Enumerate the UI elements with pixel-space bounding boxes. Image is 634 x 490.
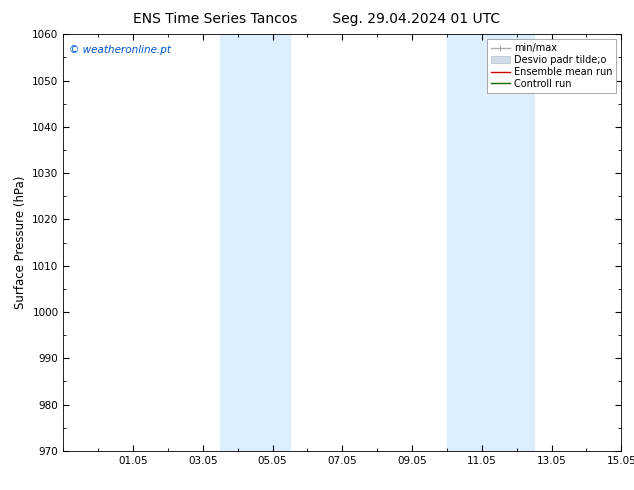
Bar [221, 34, 290, 451]
Text: © weatheronline.pt: © weatheronline.pt [69, 45, 171, 55]
Y-axis label: Surface Pressure (hPa): Surface Pressure (hPa) [14, 176, 27, 309]
Legend: min/max, Desvio padr tilde;o, Ensemble mean run, Controll run: min/max, Desvio padr tilde;o, Ensemble m… [487, 39, 616, 93]
Text: ENS Time Series Tancos        Seg. 29.04.2024 01 UTC: ENS Time Series Tancos Seg. 29.04.2024 0… [133, 12, 501, 26]
Bar [447, 34, 534, 451]
